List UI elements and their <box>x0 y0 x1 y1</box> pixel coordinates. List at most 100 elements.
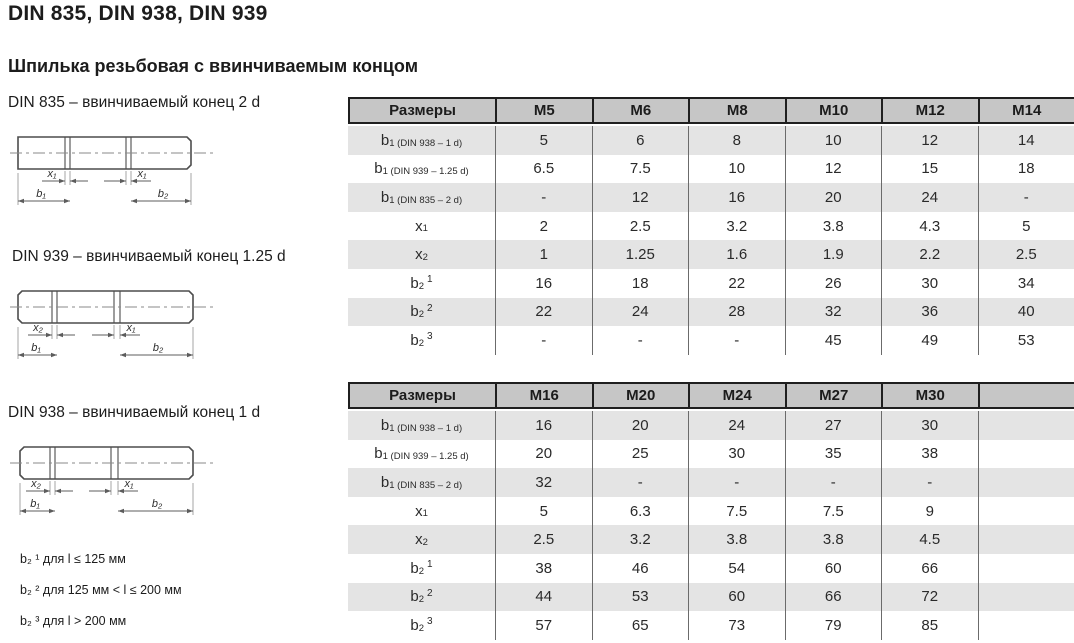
cell-value: 36 <box>881 297 978 327</box>
cell-value: 38 <box>881 439 978 469</box>
table-row: b 2 1 16 18 22 26 30 34 <box>348 268 1074 298</box>
cell-value: 18 <box>591 268 689 298</box>
cell-value: 60 <box>688 582 785 612</box>
column-header: M27 <box>784 384 882 407</box>
table-row: x 2 1 1.25 1.6 1.9 2.2 2.5 <box>348 240 1074 269</box>
dimension-label-b-right: b₂ <box>152 498 163 510</box>
cell-value: 2.5 <box>591 211 689 241</box>
cell-value: 57 <box>495 611 592 640</box>
cell-value: 1.9 <box>784 240 882 269</box>
cell-value: 2.5 <box>977 240 1074 269</box>
cell-value: 46 <box>591 553 689 583</box>
cell-value: 16 <box>495 268 592 298</box>
table-row: x 2 2.5 3.2 3.8 3.8 4.5 <box>348 525 1074 554</box>
cell-value: 44 <box>495 582 592 612</box>
dimension-label-b-right: b₂ <box>158 188 169 200</box>
cell-value <box>977 553 1074 583</box>
cell-value: 85 <box>881 611 978 640</box>
dimension-label-b-left: b₁ <box>30 498 40 510</box>
size-column-header: Размеры <box>348 384 495 407</box>
cell-value: 18 <box>977 154 1074 184</box>
column-header: M12 <box>881 99 978 122</box>
stud-drawing-din939: x₂ x₁ b₁ b₂ <box>10 290 214 359</box>
page-subtitle: Шпилька резьбовая с ввинчиваемым концом <box>8 56 419 76</box>
dimension-label-b-left: b₁ <box>36 188 46 200</box>
cell-value: 27 <box>784 411 882 440</box>
cell-value <box>977 611 1074 640</box>
cell-value: 6.3 <box>591 496 689 526</box>
cell-value: 15 <box>881 154 978 184</box>
stud-body <box>19 446 194 480</box>
footnotes: b₂ ¹ для l ≤ 125 мм b₂ ² для 125 мм < l … <box>20 552 182 643</box>
footnote-b2-3: b₂ ³ для l > 200 мм <box>20 614 127 628</box>
footnote-b2-1: b₂ ¹ для l ≤ 125 мм <box>20 552 126 566</box>
dimension-label-x-right: x₁ <box>124 478 135 490</box>
stud-drawing-din835: x₁ x₁ b₁ b₂ <box>10 136 214 205</box>
cell-value: 2 <box>495 211 592 241</box>
cell-value: 24 <box>591 297 689 327</box>
cell-value: 34 <box>977 268 1074 298</box>
column-header: M14 <box>977 99 1074 122</box>
cell-value: 20 <box>591 411 689 440</box>
column-header <box>977 384 1074 407</box>
cell-value: 5 <box>977 211 1074 241</box>
table-header-row: Размеры M16 M20 M24 M27 M30 <box>348 382 1074 409</box>
cell-value: - <box>784 468 882 497</box>
column-header: M20 <box>591 384 689 407</box>
cell-value: - <box>688 326 785 355</box>
cell-value: - <box>495 326 592 355</box>
cell-value: 72 <box>881 582 978 612</box>
dimension-label-x-left: x₂ <box>32 322 44 334</box>
cell-value: 16 <box>495 411 592 440</box>
table-row: b 2 3 57 65 73 79 85 <box>348 611 1074 640</box>
column-header: M24 <box>688 384 785 407</box>
cell-value: 10 <box>688 154 785 184</box>
cell-value: 16 <box>688 183 785 212</box>
column-header: M16 <box>495 384 592 407</box>
cell-value <box>977 582 1074 612</box>
cell-value: 3.8 <box>784 211 882 241</box>
cell-value: 30 <box>881 268 978 298</box>
column-header: M10 <box>784 99 882 122</box>
cell-value: 1 <box>495 240 592 269</box>
column-header: M8 <box>688 99 785 122</box>
dimension-label-x-right: x₁ <box>137 168 148 180</box>
table-row: b 2 2 44 53 60 66 72 <box>348 582 1074 612</box>
dimension-label-b-right: b₂ <box>153 342 164 354</box>
cell-value: 53 <box>591 582 689 612</box>
cell-value: - <box>591 468 689 497</box>
drawing-din938: DIN 938 – ввинчиваемый конец 1 d x₂ x₁ b… <box>8 404 343 527</box>
cell-value: 24 <box>881 183 978 212</box>
cell-value: 24 <box>688 411 785 440</box>
drawing-caption-din835: DIN 835 – ввинчиваемый конец 2 d <box>8 94 261 111</box>
cell-value <box>977 525 1074 554</box>
cell-value: 28 <box>688 297 785 327</box>
cell-value: 3.8 <box>784 525 882 554</box>
cell-value: 49 <box>881 326 978 355</box>
stud-body <box>17 290 194 324</box>
cell-value: 3.2 <box>591 525 689 554</box>
cell-value: 20 <box>784 183 882 212</box>
dimension-label-x-right: x₁ <box>126 322 137 334</box>
cell-value: 54 <box>688 553 785 583</box>
cell-value: 45 <box>784 326 882 355</box>
cell-value <box>977 411 1074 440</box>
cell-value: 12 <box>591 183 689 212</box>
cell-value: - <box>591 326 689 355</box>
table-row: b 2 3- - -45 49 53 <box>348 326 1074 355</box>
cell-value: 32 <box>495 468 592 497</box>
